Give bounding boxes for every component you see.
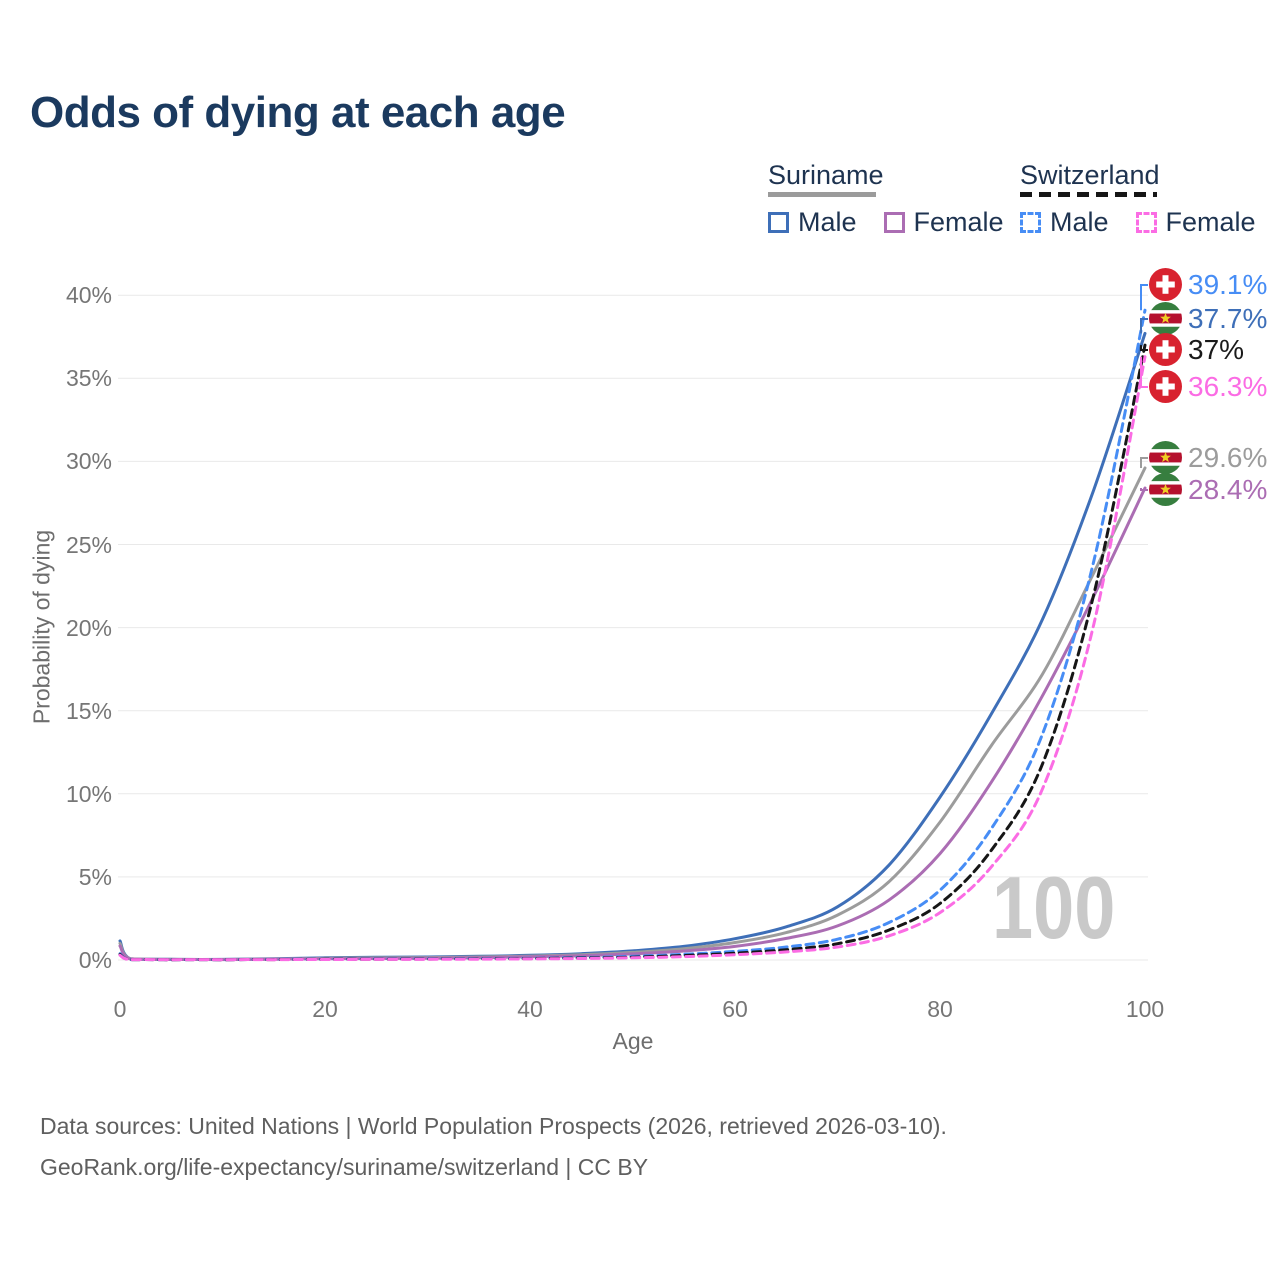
suriname-flag-icon bbox=[1149, 302, 1182, 335]
x-tick-label: 100 bbox=[1125, 996, 1165, 1022]
y-tick-label: 5% bbox=[78, 863, 112, 890]
suriname-male-label-connector bbox=[1140, 318, 1148, 334]
legend-item-suriname-male[interactable]: Male bbox=[798, 207, 857, 237]
switzerland-both-sexes-end-label: 37% bbox=[1149, 333, 1244, 366]
x-tick-label: 40 bbox=[517, 996, 543, 1022]
page-title: Odds of dying at each age bbox=[30, 88, 566, 137]
suriname-both-sexes-end-value: 29.6% bbox=[1188, 441, 1268, 473]
x-axis-title: Age bbox=[612, 1028, 654, 1054]
suriname-female-label-connector bbox=[1140, 488, 1148, 491]
suriname-female-end-value: 28.4% bbox=[1188, 473, 1268, 505]
y-tick-label: 40% bbox=[65, 282, 112, 309]
legend-items-suriname: Male Female bbox=[768, 207, 1022, 238]
legend-group-switzerland: Switzerland Male Female bbox=[1020, 160, 1274, 238]
switzerland-male-end-value: 39.1% bbox=[1188, 268, 1268, 300]
suriname-male-end-value: 37.7% bbox=[1188, 302, 1268, 334]
switzerland-flag-icon bbox=[1149, 333, 1182, 366]
suriname-male-end-label: 37.7% bbox=[1149, 302, 1267, 335]
switzerland-female-swatch-icon[interactable] bbox=[1135, 212, 1157, 233]
switzerland-female-line bbox=[118, 355, 1147, 962]
switzerland-female-end-label: 36.3% bbox=[1149, 370, 1267, 403]
switzerland-female-label-connector bbox=[1140, 356, 1148, 388]
legend-group-suriname: Suriname Male Female bbox=[768, 160, 1022, 238]
suriname-flag-icon bbox=[1149, 441, 1182, 474]
suriname-line-style-swatch bbox=[768, 192, 876, 197]
switzerland-both-sexes-label-connector bbox=[1140, 345, 1148, 351]
x-tick-label: 80 bbox=[927, 996, 953, 1022]
legend-item-switzerland-male[interactable]: Male bbox=[1050, 207, 1109, 237]
legend-group-title-suriname: Suriname bbox=[768, 160, 884, 190]
footer: Data sources: United Nations | World Pop… bbox=[40, 1106, 947, 1188]
suriname-both-sexes-label-connector bbox=[1140, 457, 1148, 468]
footer-attribution-link: GeoRank.org/life-expectancy/suriname/swi… bbox=[40, 1154, 649, 1180]
x-tick-label: 20 bbox=[312, 996, 338, 1022]
y-tick-label: 0% bbox=[78, 947, 112, 973]
legend-items-switzerland: Male Female bbox=[1020, 207, 1274, 238]
suriname-flag-icon bbox=[1149, 473, 1182, 506]
y-tick-label: 15% bbox=[65, 697, 112, 724]
suriname-both-sexes-end-label: 29.6% bbox=[1149, 441, 1267, 474]
age-frame-watermark: 100 bbox=[992, 858, 1116, 957]
switzerland-male-label-connector bbox=[1140, 284, 1148, 311]
suriname-female-swatch-icon[interactable] bbox=[883, 212, 905, 233]
switzerland-male-swatch-icon[interactable] bbox=[1020, 212, 1041, 233]
switzerland-both-sexes-end-value: 37% bbox=[1188, 333, 1245, 365]
switzerland-male-end-label: 39.1% bbox=[1149, 268, 1267, 301]
y-tick-label: 35% bbox=[65, 365, 112, 392]
footer-data-sources: Data sources: United Nations | World Pop… bbox=[40, 1113, 947, 1139]
switzerland-flag-icon bbox=[1149, 268, 1182, 301]
switzerland-line-style-swatch bbox=[1020, 192, 1157, 197]
y-tick-label: 30% bbox=[65, 448, 112, 475]
x-tick-label: 0 bbox=[113, 996, 127, 1022]
legend-item-switzerland-female[interactable]: Female bbox=[1165, 207, 1256, 237]
switzerland-female-end-value: 36.3% bbox=[1188, 370, 1268, 402]
y-tick-label: 10% bbox=[65, 780, 112, 807]
y-tick-label: 25% bbox=[65, 531, 112, 558]
x-tick-label: 60 bbox=[722, 996, 748, 1022]
y-tick-label: 20% bbox=[65, 614, 112, 641]
suriname-female-end-label: 28.4% bbox=[1149, 473, 1267, 506]
legend-item-suriname-female[interactable]: Female bbox=[913, 207, 1004, 237]
legend-group-title-switzerland: Switzerland bbox=[1020, 160, 1160, 190]
switzerland-flag-icon bbox=[1149, 370, 1182, 403]
suriname-male-swatch-icon[interactable] bbox=[768, 212, 789, 233]
